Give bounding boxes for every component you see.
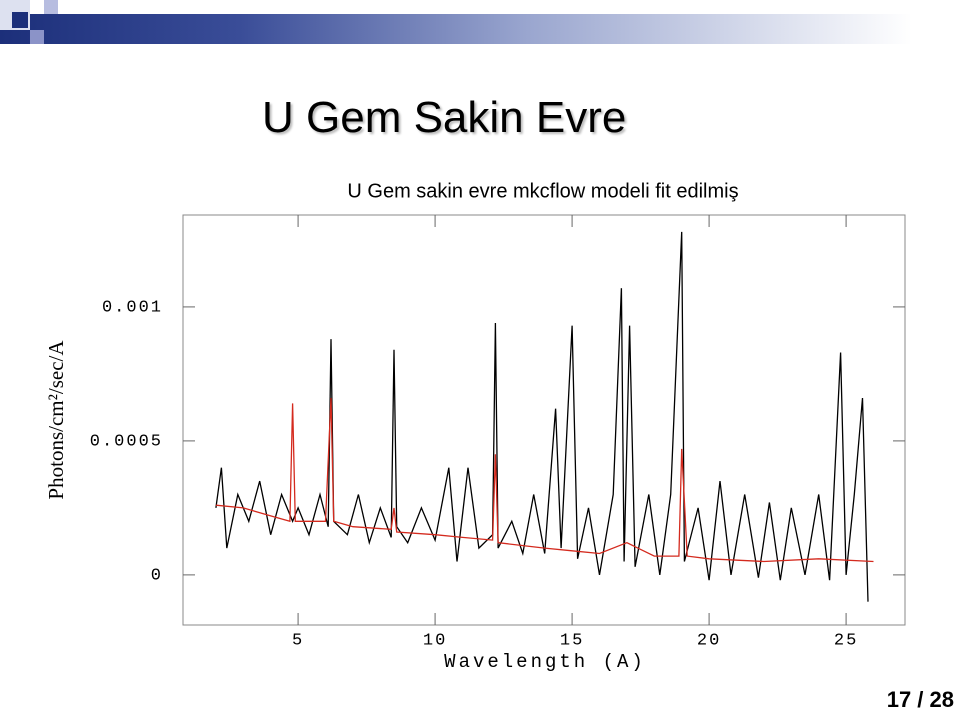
decor [12, 12, 28, 28]
x-tick-label: 20 [697, 631, 721, 650]
chart-title: U Gem sakin evre mkcflow modeli fit edil… [347, 180, 738, 202]
y-tick-label: 0 [151, 566, 163, 585]
x-tick-label: 10 [423, 631, 447, 650]
slide-title: U Gem Sakin Evre [262, 93, 627, 142]
x-axis-label: Wavelength (A) [444, 651, 646, 673]
x-tick-label: 5 [292, 631, 304, 650]
data-line [215, 231, 869, 602]
page-number: 17 / 28 [886, 687, 954, 712]
x-tick-label: 15 [560, 631, 584, 650]
header-bar [0, 14, 960, 44]
y-tick-label: 0.0005 [90, 432, 163, 451]
decor [44, 0, 58, 14]
decor [30, 30, 44, 44]
data-line [215, 397, 874, 563]
plot-frame [182, 214, 906, 626]
y-tick-label: 0.001 [102, 298, 163, 317]
y-axis-label: Photons/cm²/sec/A [44, 340, 68, 500]
x-tick-label: 25 [834, 631, 858, 650]
